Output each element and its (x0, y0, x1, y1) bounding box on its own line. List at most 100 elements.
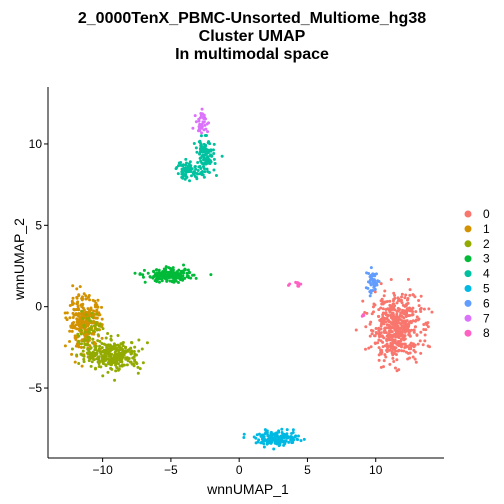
point (200, 162, 204, 166)
point (116, 352, 120, 356)
point (284, 433, 288, 436)
point (197, 117, 201, 121)
point (133, 358, 137, 362)
point (415, 315, 419, 319)
point (194, 276, 198, 280)
point (201, 153, 205, 157)
point (390, 351, 394, 355)
point (381, 311, 385, 315)
point (369, 266, 373, 270)
point (87, 355, 91, 359)
point (388, 329, 392, 333)
legend-item-2: 2 (464, 237, 490, 251)
point (393, 308, 397, 312)
point (70, 329, 74, 333)
point (400, 301, 404, 305)
point (104, 364, 108, 368)
point (75, 327, 79, 331)
point (375, 283, 379, 287)
point (199, 159, 203, 163)
y-tick-label: 10 (29, 137, 43, 151)
point (212, 142, 216, 146)
point (379, 339, 383, 343)
point (179, 269, 183, 273)
legend-marker (464, 240, 472, 248)
legend-item-4: 4 (464, 267, 490, 281)
point (101, 327, 105, 331)
point (364, 347, 368, 351)
point (270, 440, 274, 444)
point (161, 273, 165, 277)
point (90, 356, 94, 360)
point (404, 293, 408, 297)
point (185, 271, 189, 275)
point (396, 309, 400, 313)
point (186, 170, 190, 174)
legend-item-0: 0 (464, 207, 490, 221)
point (379, 282, 383, 286)
point (189, 276, 193, 280)
point (398, 341, 402, 345)
point (278, 441, 282, 445)
point (397, 317, 401, 321)
point (70, 347, 74, 351)
legend-item-6: 6 (464, 296, 490, 310)
point (100, 342, 104, 345)
point (176, 281, 180, 285)
point (373, 287, 377, 291)
point (389, 333, 393, 337)
point (181, 176, 185, 180)
point (79, 332, 83, 336)
point (206, 170, 210, 174)
point (385, 348, 389, 352)
point (413, 350, 417, 354)
point (121, 341, 125, 345)
point (72, 308, 76, 312)
point (152, 270, 156, 274)
point (80, 295, 84, 299)
point (191, 126, 195, 130)
point (297, 281, 301, 285)
point (290, 441, 294, 445)
point (63, 311, 67, 315)
point (169, 267, 173, 271)
point (413, 295, 417, 299)
point (383, 329, 387, 333)
point (133, 352, 137, 356)
point (276, 435, 280, 439)
point (388, 362, 392, 366)
point (82, 325, 86, 329)
point (396, 339, 400, 343)
point (136, 365, 140, 369)
point (153, 279, 157, 283)
point (118, 364, 122, 368)
legend-marker (464, 210, 472, 218)
point (263, 428, 267, 432)
point (406, 277, 410, 281)
point (275, 432, 279, 436)
point (96, 339, 100, 343)
point (181, 163, 185, 167)
point (199, 156, 203, 160)
legend-marker (464, 270, 472, 278)
point (77, 339, 81, 343)
point (280, 431, 284, 435)
point (154, 272, 158, 276)
legend-item-8: 8 (464, 326, 490, 340)
legend-item-3: 3 (464, 252, 490, 266)
point (195, 177, 199, 181)
point (296, 438, 300, 442)
point (373, 341, 377, 345)
point (199, 144, 203, 148)
point (90, 360, 94, 364)
x-tick-label: −10 (92, 463, 113, 477)
x-tick-label: −5 (164, 463, 178, 477)
point (85, 343, 89, 347)
point (281, 434, 285, 438)
point (203, 134, 207, 138)
point (138, 272, 142, 276)
point (401, 319, 405, 323)
point (408, 293, 412, 297)
